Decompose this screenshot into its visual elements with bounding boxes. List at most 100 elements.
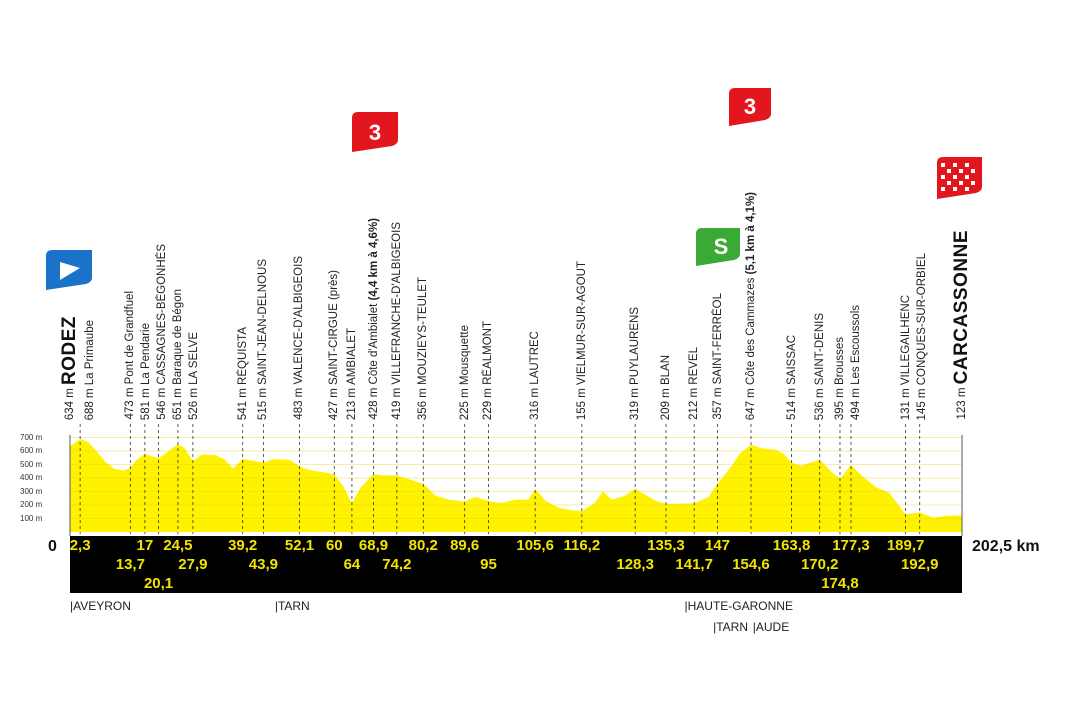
checker-square	[953, 163, 957, 167]
department-label: |AVEYRON	[70, 599, 131, 613]
waypoint-name: Mousquette	[458, 324, 471, 385]
y-tick-label: 300 m	[20, 486, 43, 496]
waypoint-elevation: 514 m	[785, 384, 798, 420]
waypoint-label: 536 m SAINT-DENIS	[813, 313, 827, 420]
waypoint-elevation: 356 m	[417, 384, 430, 420]
waypoint-name: SAINT-FERRÉOL	[711, 293, 724, 385]
y-tick-label: 600 m	[20, 446, 43, 455]
waypoint-label: 546 m CASSAGNES-BÉGONHÈS	[155, 244, 169, 420]
waypoint-label: 229 m RÉALMONT	[481, 321, 495, 420]
waypoint-label: 123 m CARCASSONNE	[951, 230, 973, 420]
km-label: 192,9	[900, 556, 939, 573]
waypoint-label: 395 m Brousses	[833, 337, 847, 420]
waypoint-name: SAINT-DENIS	[813, 312, 826, 385]
sprint-badge	[696, 228, 740, 266]
waypoint-label: 483 m VALENCE-D'ALBIGEOIS	[292, 256, 306, 420]
km-label: 27,9	[178, 556, 208, 573]
y-tick-label: 700 m	[20, 432, 43, 442]
km-label: 80,2	[408, 537, 438, 554]
waypoint-label: 514 m SAISSAC	[785, 335, 799, 420]
km-label: 170,2	[800, 556, 839, 573]
department-label: |TARN	[713, 620, 749, 634]
waypoint-elevation: 428 m	[367, 384, 380, 420]
km-label: 74,2	[382, 556, 412, 573]
y-tick-label: 400 m	[20, 473, 43, 482]
checkered-flag-icon	[937, 157, 982, 199]
waypoint-name: La Pendarie	[140, 322, 153, 385]
department-label: |HAUTE-GARONNE	[684, 599, 793, 613]
waypoint-name: Brousses	[833, 336, 846, 385]
waypoint-elevation: 319 m	[629, 384, 642, 420]
km-label: 68,9	[358, 537, 389, 554]
waypoint-elevation: 473 m	[124, 384, 137, 420]
waypoint-name: PUYLAURENS	[629, 306, 642, 385]
waypoint-label: 357 m SAINT-FERRÉOL	[711, 293, 725, 420]
waypoint-label: 131 m VILLEGAILHENC	[899, 295, 913, 420]
elevation-area	[70, 439, 962, 532]
waypoint-elevation: 651 m	[172, 384, 185, 420]
waypoint-name: CASSAGNES-BÉGONHÈS	[156, 244, 169, 385]
climb-category-badge	[352, 112, 398, 152]
km-label: 147	[705, 537, 731, 554]
climb-detail: (5,1 km à 4,1%)	[745, 191, 757, 278]
waypoint-name: Côte d'Ambialet	[367, 304, 380, 385]
checker-square	[965, 175, 969, 179]
waypoint-elevation: 395 m	[833, 384, 846, 420]
waypoint-name: AMBIALET	[345, 327, 358, 385]
waypoint-elevation: 316 m	[529, 384, 542, 420]
waypoint-name: RÉQUISTA	[236, 326, 249, 385]
waypoint-label: 526 m LA SELVE	[187, 332, 201, 420]
km-label: 154,6	[732, 556, 770, 573]
km-label: 89,6	[450, 537, 480, 554]
checker-square	[965, 187, 969, 191]
checker-square	[941, 187, 945, 191]
waypoint-elevation: 419 m	[390, 384, 403, 420]
sprint-letter: S	[714, 234, 729, 259]
waypoint-label: 427 m SAINT-CIRGUE (près)	[327, 270, 341, 420]
waypoint-name: Les Escoussols	[849, 304, 862, 385]
waypoint-elevation: 357 m	[711, 384, 724, 420]
waypoint-label: 356 m MOUZIEYS-TEULET	[416, 277, 430, 420]
waypoint-label: 428 m Côte d'Ambialet (4,4 km à 4,6%)	[367, 218, 381, 420]
waypoint-label: 213 m AMBIALET	[345, 328, 359, 420]
waypoint-name: SAINT-JEAN-DELNOUS	[257, 258, 270, 385]
waypoint-elevation: 212 m	[688, 384, 701, 420]
waypoint-name: LA SELVE	[188, 331, 201, 385]
waypoint-label: 634 m RODEZ	[59, 316, 81, 420]
waypoint-label: 515 m SAINT-JEAN-DELNOUS	[256, 259, 270, 420]
waypoint-name: RÉALMONT	[482, 320, 495, 385]
waypoint-label: 494 m Les Escoussols	[849, 305, 863, 420]
km-label: 52,1	[284, 537, 315, 554]
waypoint-elevation: 213 m	[345, 384, 358, 420]
km-label: 163,8	[772, 537, 811, 554]
waypoint-name: CONQUES-SUR-ORBIEL	[915, 252, 928, 385]
waypoint-name: Baraque de Bégon	[172, 288, 185, 385]
km-label: 43,9	[248, 556, 278, 573]
km-label: 13,7	[115, 556, 145, 573]
checker-square	[947, 169, 951, 173]
waypoint-name: VILLEFRANCHE-D'ALBIGEOIS	[390, 222, 403, 385]
checker-square	[959, 181, 963, 185]
checker-square	[941, 163, 945, 167]
waypoint-elevation: 536 m	[813, 384, 826, 420]
waypoint-elevation: 546 m	[156, 384, 169, 420]
km-label: 177,3	[832, 537, 870, 554]
waypoint-elevation: 225 m	[458, 384, 471, 420]
checker-square	[941, 175, 945, 179]
waypoint-label: 647 m Côte des Cammazes (5,1 km à 4,1%)	[744, 192, 758, 420]
waypoint-name: VALENCE-D'ALBIGEOIS	[293, 256, 306, 385]
waypoint-label: 209 m BLAN	[659, 355, 673, 420]
waypoint-label: 651 m Baraque de Bégon	[171, 289, 185, 420]
waypoint-elevation: 634 m	[64, 384, 76, 420]
waypoint-label: 225 m Mousquette	[458, 325, 472, 420]
waypoint-elevation: 427 m	[328, 384, 341, 420]
km-label: 39,2	[228, 537, 258, 554]
waypoint-name: VIELMUR-SUR-AGOUT	[575, 260, 588, 385]
waypoint-elevation: 526 m	[188, 384, 201, 420]
waypoint-name: LAUTREC	[529, 331, 542, 385]
checker-square	[971, 169, 975, 173]
waypoint-elevation: 155 m	[575, 384, 588, 420]
waypoint-label: 212 m REVEL	[687, 347, 701, 420]
y-tick-label: 100 m	[20, 513, 43, 523]
